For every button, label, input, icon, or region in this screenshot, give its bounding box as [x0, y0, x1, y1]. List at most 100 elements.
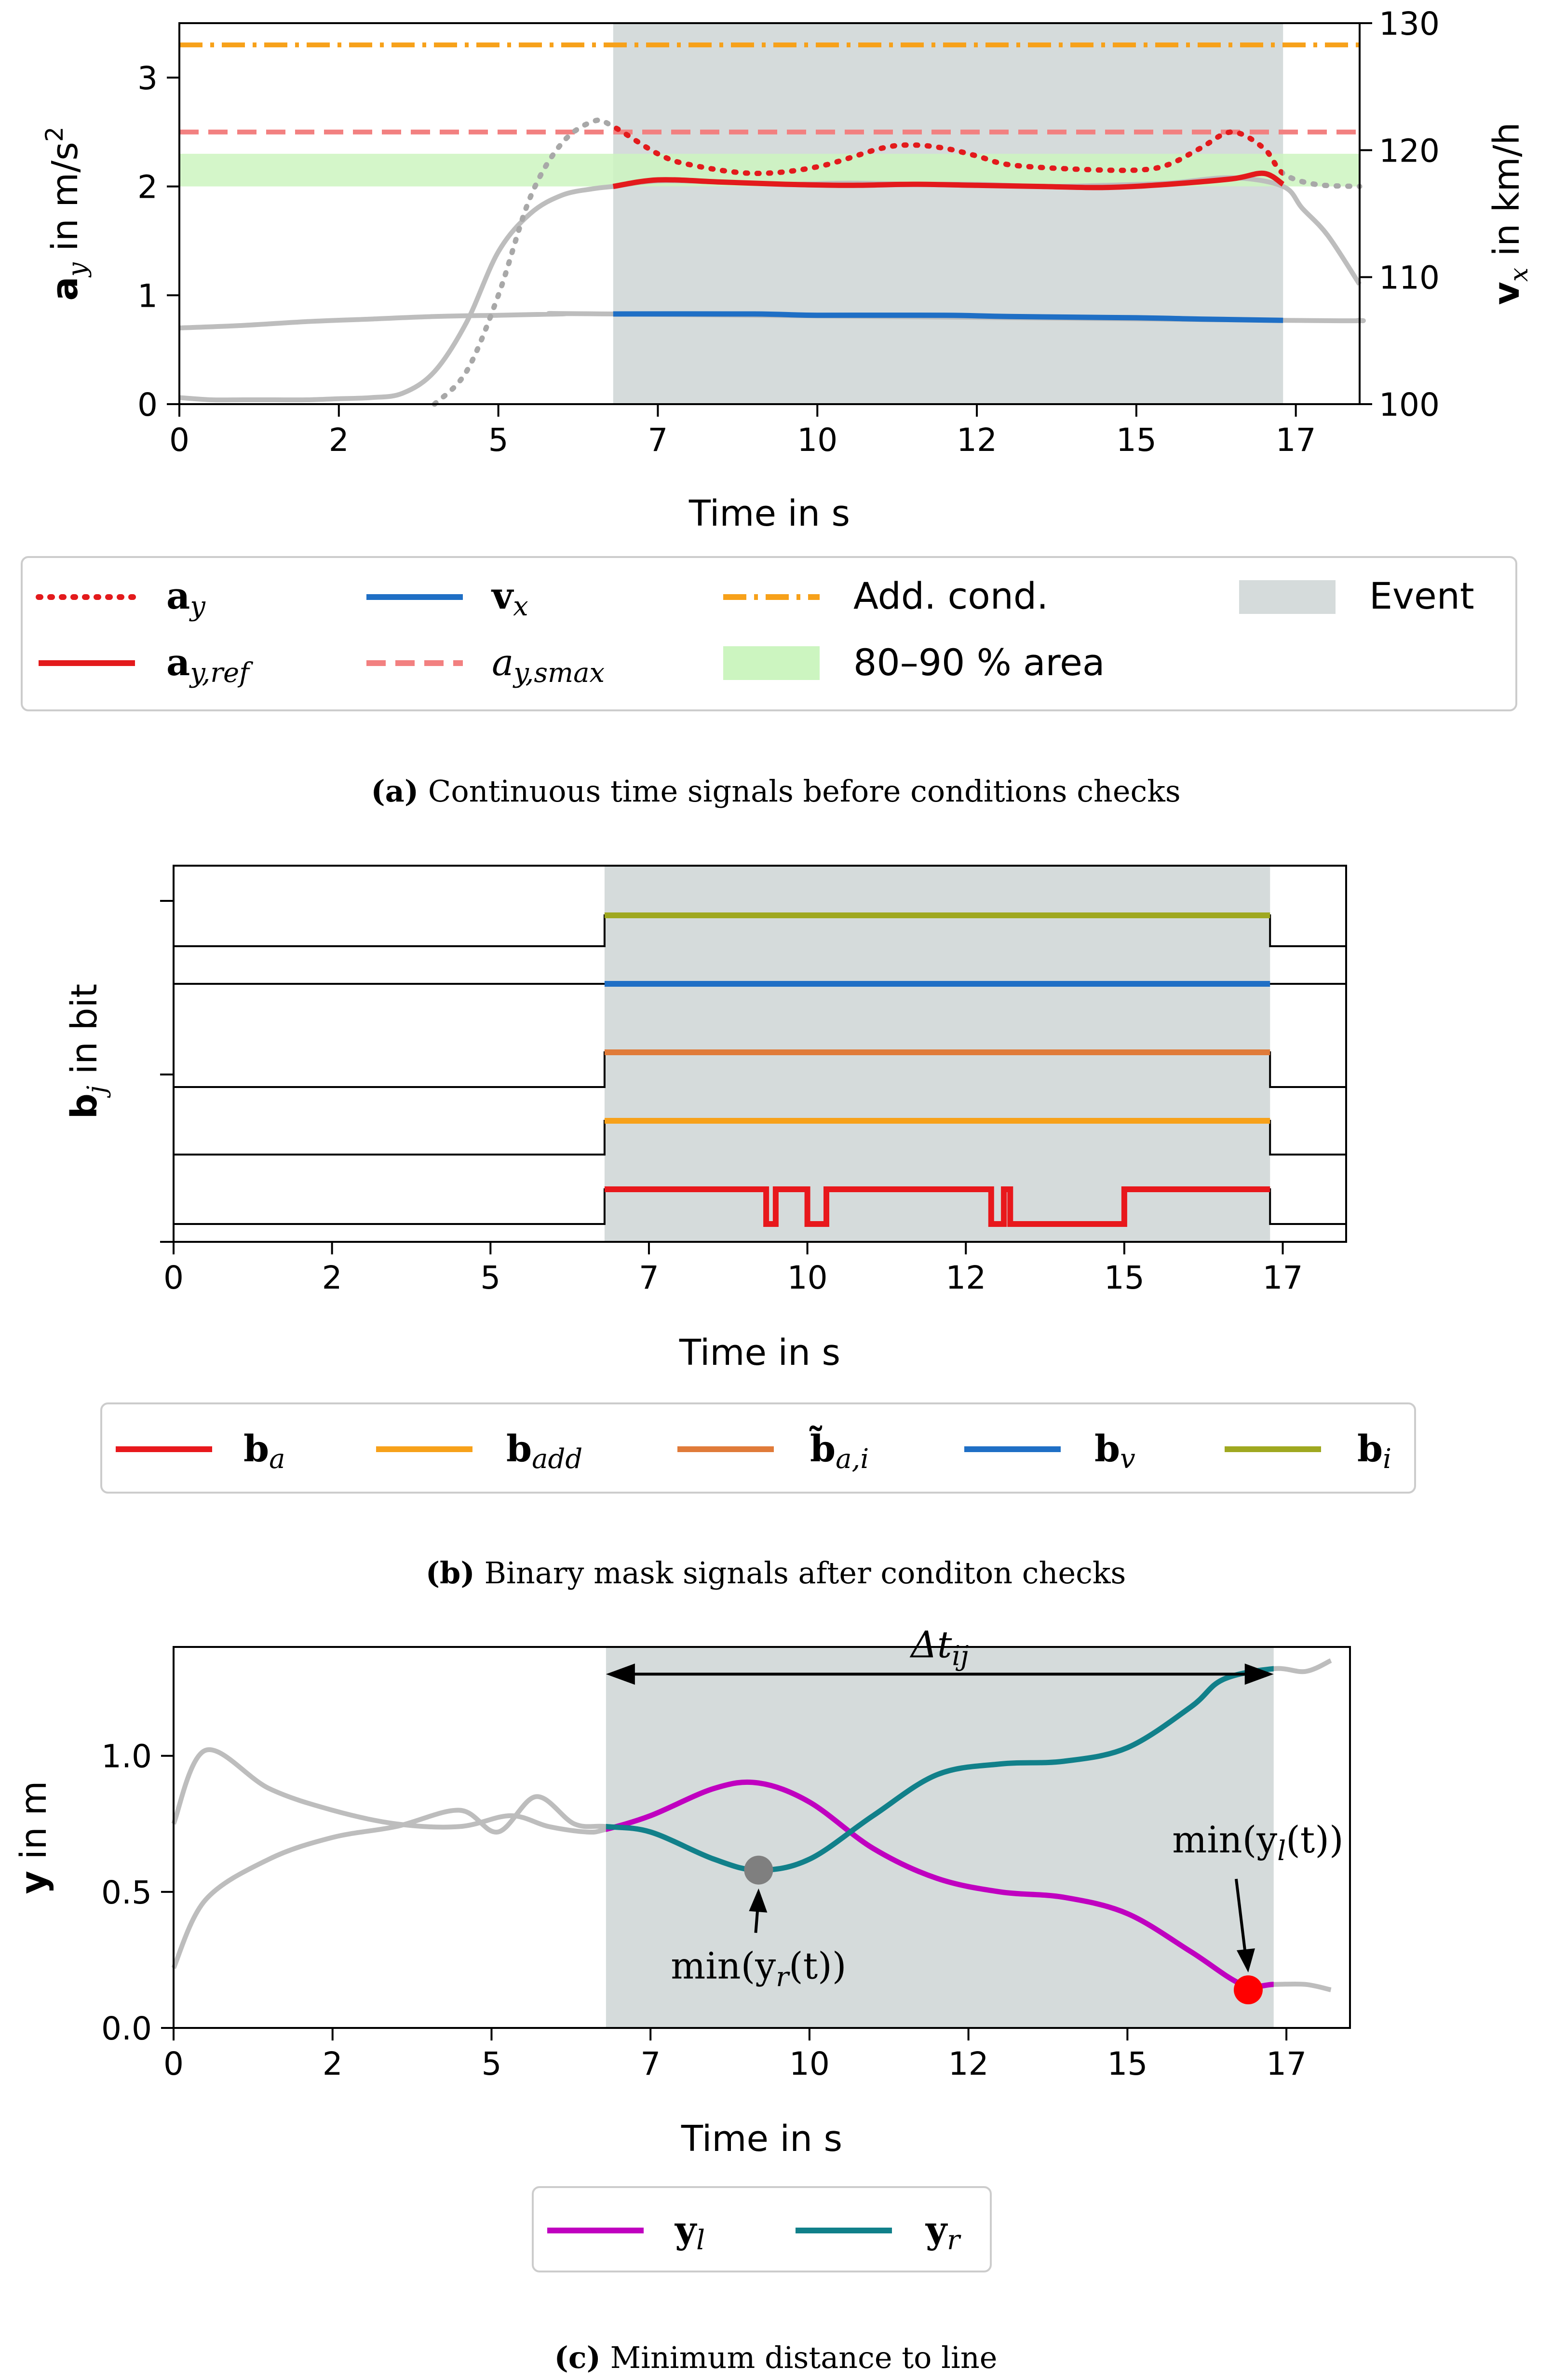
- legend-b-add-label: badd: [506, 1427, 582, 1475]
- panel-a-y2tick-label-2: 120: [1379, 132, 1440, 169]
- panel-a-y2label-sub: x: [1505, 268, 1534, 282]
- panel-a-event-region: [613, 23, 1283, 404]
- panel-a-vx-line: [613, 311, 1283, 323]
- panel-b-caption: (b) Binary mask signals after conditon c…: [426, 1555, 1126, 1591]
- legend-b-i-label: bi: [1357, 1427, 1391, 1475]
- panel-a-y2label-symbol: v: [1486, 282, 1527, 305]
- panel-c-caption: (c) Minimum distance to line: [554, 2340, 998, 2375]
- panel-a-xtick-label-2: 5: [488, 422, 509, 459]
- panel-c-ytick-label-2: 1.0: [101, 1738, 152, 1775]
- panel-b-xlabel: Time in s: [679, 1332, 840, 1374]
- panel-c-xtick-label-1: 2: [323, 2045, 343, 2082]
- panel-b-xtick-label-2: 5: [480, 1259, 500, 1296]
- legend-ay-label: ay: [166, 574, 206, 622]
- panel-c-event-region: [606, 1647, 1274, 2028]
- panel-a-xtick-label-0: 0: [169, 422, 189, 459]
- panel-a-ytick-label-1: 1: [137, 277, 158, 314]
- panel-c-xtick-label-3: 7: [640, 2045, 661, 2082]
- panel-a-legend: ay ay,ref vx ay,smax Add. cond. 80–90 % …: [21, 556, 1517, 711]
- panel-b-b_a-line: [604, 1186, 1270, 1227]
- panel-c-ytick-label-1: 0.5: [101, 1874, 152, 1911]
- panel-c-ylabel: y in m: [13, 1781, 54, 1894]
- panel-b-xtick-label-7: 17: [1263, 1259, 1303, 1296]
- panel-c-xtick-label-4: 10: [789, 2045, 830, 2082]
- panel-b-xtick-label-3: 7: [639, 1259, 659, 1296]
- legend-event-label: Event: [1369, 574, 1474, 617]
- panel-a-ylabel: ay in m/s2: [40, 126, 92, 300]
- legend-add-label: Add. cond.: [853, 574, 1048, 617]
- legend-ay-smax-label: ay,smax: [492, 641, 605, 689]
- legend-b-v-label: bv: [1094, 1427, 1135, 1475]
- panel-b-xtick-label-5: 12: [945, 1259, 986, 1296]
- panel-a-axes-frame: [178, 22, 1361, 405]
- panel-b-legend: ba badd b̃a,i bv bi: [100, 1402, 1416, 1494]
- panel-a-ylabel-symbol: a: [44, 277, 86, 301]
- legend-y-l-label: yl: [675, 2208, 705, 2256]
- panel-b-xtick-label-1: 2: [322, 1259, 342, 1296]
- panel-a-ay-ref-line: [612, 170, 1285, 190]
- panel-a-xtick-label-3: 7: [648, 422, 668, 459]
- panel-a-area-band: [179, 153, 1360, 187]
- panel-c-xtick-label-6: 15: [1107, 2045, 1147, 2082]
- panel-c-min-r-label: min(yr(t)): [671, 1945, 846, 1993]
- panel-a-caption: (a) Continuous time signals before condi…: [371, 774, 1180, 809]
- panel-c-delta-label: Δtij: [909, 1623, 969, 1672]
- legend-y-r-label: yr: [925, 2208, 961, 2256]
- panel-a-xtick-label-4: 10: [797, 422, 837, 459]
- panel-b-axes-frame: [173, 865, 1347, 1243]
- panel-c-y-r-line: [606, 1666, 1274, 1873]
- panel-a-ytick-label-3: 3: [137, 60, 158, 97]
- panel-b-ylabel-text: in bit: [64, 984, 105, 1086]
- panel-a-ytick-label-2: 2: [137, 169, 158, 206]
- panel-a-xlabel: Time in s: [688, 493, 850, 534]
- panel-c-xtick-label-5: 12: [948, 2045, 989, 2082]
- panel-b-ylabel-symbol: b: [64, 1093, 105, 1119]
- panel-a-y2tick-label-1: 110: [1379, 259, 1440, 297]
- panel-a-xtick-label-7: 17: [1276, 422, 1316, 459]
- legend-event-swatch: [1239, 580, 1336, 614]
- panel-c-y-l-line: [606, 1779, 1274, 1990]
- panel-c-min-l-arrow: [1234, 1878, 1248, 1962]
- panel-a-y2tick-label-0: 100: [1379, 386, 1440, 423]
- panel-a-xtick-label-6: 15: [1116, 422, 1157, 459]
- legend-area-label: 80–90 % area: [853, 641, 1105, 684]
- panel-a-ylabel-sub: y: [63, 262, 92, 278]
- panel-a-y2label-text: in km/h: [1486, 122, 1527, 268]
- panel-c-ylabel-symbol: y: [13, 1871, 54, 1894]
- panel-b-xtick-label-0: 0: [163, 1259, 184, 1296]
- panel-c-legend-box: [532, 2186, 992, 2272]
- panel-a-y2tick-label-3: 130: [1379, 5, 1440, 42]
- panel-b: 0 2 5 7 10 12 15 17 Time in s bj in bit ba badd…: [64, 865, 1416, 1591]
- legend-ay-ref-label: ay,ref: [166, 641, 254, 689]
- panel-a-xtick-label-1: 2: [329, 422, 349, 459]
- panel-c-xtick-label-2: 5: [481, 2045, 501, 2082]
- panel-c-ytick-label-0: 0.0: [101, 2010, 152, 2047]
- panel-a-xtick-label-5: 12: [957, 422, 997, 459]
- legend-b-ai-label: b̃a,i: [809, 1425, 869, 1475]
- panel-b-ylabel: bj in bit: [64, 984, 111, 1119]
- panel-c-xlabel: Time in s: [681, 2118, 842, 2160]
- panel-c-legend: yl yr: [532, 2186, 992, 2272]
- panel-a-ylabel-text: in m/s: [44, 142, 86, 262]
- panel-c-ylabel-text: in m: [13, 1781, 54, 1871]
- legend-b-a-label: ba: [243, 1427, 285, 1475]
- panel-c-min-l-label: min(yl(t)): [1172, 1818, 1343, 1867]
- panel-a-ytick-label-0: 0: [137, 386, 158, 423]
- panel-a-y2label: vx in km/h: [1486, 122, 1534, 305]
- panel-c-min-r-marker: [744, 1855, 773, 1885]
- legend-area-swatch: [723, 646, 820, 680]
- panel-c-min-l-arrowhead: [1236, 1948, 1255, 1972]
- panel-c-min-l-marker: [1233, 1975, 1263, 2004]
- legend-vx-label: vx: [491, 574, 528, 622]
- panel-a-ay-dotted-line: [613, 123, 1283, 177]
- panel-c: Δtij min(yr(t)) min(yl(t)) 0 2 5 7 10 12 15 17 0.…: [13, 1623, 1351, 2375]
- panel-c-delta-arrowhead-left: [606, 1663, 635, 1685]
- panel-c-xtick-label-0: 0: [163, 2045, 184, 2082]
- panel-b-xtick-label-6: 15: [1104, 1259, 1145, 1296]
- panel-c-delta-arrowhead-right: [1244, 1663, 1274, 1685]
- panel-c-axes-frame: [173, 1646, 1351, 2029]
- panel-c-min-r-arrowhead: [749, 1888, 768, 1913]
- panel-c-xtick-label-7: 17: [1266, 2045, 1307, 2082]
